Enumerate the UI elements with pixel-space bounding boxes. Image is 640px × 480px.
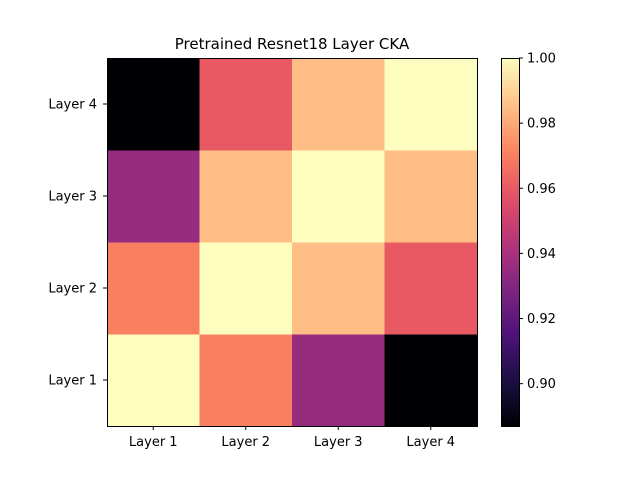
heatmap-cell xyxy=(107,242,200,335)
colorbar-tick-label: 0.94 xyxy=(527,247,556,262)
heatmap-cell xyxy=(107,58,200,151)
colorbar-frame xyxy=(501,58,520,427)
chart-title: Pretrained Resnet18 Layer CKA xyxy=(175,35,410,53)
y-tick-label: Layer 2 xyxy=(48,282,97,297)
heatmap-cell xyxy=(384,334,478,427)
colorbar-tick-label: 1.00 xyxy=(527,52,556,67)
heatmap-cells xyxy=(107,58,478,427)
x-tick-label: Layer 1 xyxy=(129,435,178,450)
colorbar-ticks: 0.90 0.92 0.94 0.96 0.98 1.00 xyxy=(519,52,556,392)
heatmap-frame xyxy=(107,58,478,427)
heatmap-cell xyxy=(292,242,385,335)
colorbar: 0.90 0.92 0.94 0.96 0.98 1.00 xyxy=(501,52,556,427)
heatmap-cell xyxy=(384,58,478,151)
heatmap-cell xyxy=(199,334,293,427)
heatmap-cell xyxy=(384,242,478,335)
colorbar-tick-label: 0.90 xyxy=(527,377,556,392)
y-tick-label: Layer 3 xyxy=(48,190,97,205)
y-tick-label: Layer 4 xyxy=(48,98,97,113)
heatmap-cell xyxy=(384,150,478,243)
heatmap-cell xyxy=(107,334,200,427)
x-tick-label: Layer 2 xyxy=(221,435,270,450)
heatmap-cell xyxy=(292,58,385,151)
x-tick-label: Layer 4 xyxy=(406,435,455,450)
colorbar-tick-label: 0.92 xyxy=(527,312,556,327)
colorbar-tick-label: 0.96 xyxy=(527,182,556,197)
x-axis: Layer 1 Layer 2 Layer 3 Layer 4 xyxy=(129,426,455,450)
heatmap-cell xyxy=(292,150,385,243)
heatmap-cell xyxy=(199,242,293,335)
y-tick-label: Layer 1 xyxy=(48,374,97,389)
heatmap-cell xyxy=(199,150,293,243)
heatmap-cell xyxy=(107,150,200,243)
heatmap-cell xyxy=(292,334,385,427)
heatmap-cell xyxy=(199,58,293,151)
colorbar-tick-label: 0.98 xyxy=(527,117,556,132)
x-tick-label: Layer 3 xyxy=(314,435,363,450)
y-axis: Layer 1 Layer 2 Layer 3 Layer 4 xyxy=(48,98,107,389)
colorbar-gradient xyxy=(501,58,519,426)
